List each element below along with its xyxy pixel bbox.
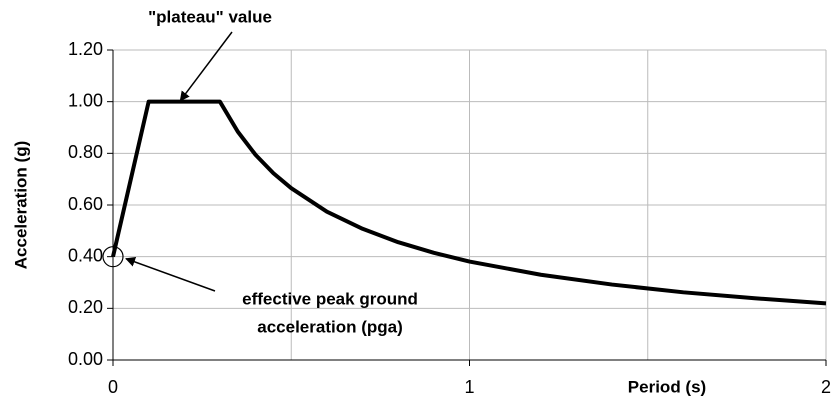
annotation: "plateau" value [148,7,272,26]
y-tick-label: 1.20 [68,39,103,59]
x-tick-label: 0 [108,377,118,397]
y-axis-label: Acceleration (g) [11,141,30,269]
y-tick-label: 0.80 [68,142,103,162]
x-tick-label: 2 [821,377,831,397]
y-tick-label: 0.00 [68,349,103,369]
annotation-arrow [125,257,216,292]
y-tick-label: 0.40 [68,245,103,265]
annotation: effective peak ground [242,289,418,308]
annotation: acceleration (pga) [257,317,403,336]
x-axis-label: Period (s) [628,377,706,396]
y-tick-label: 0.60 [68,194,103,214]
y-tick-label: 1.00 [68,90,103,110]
pga-marker [102,246,124,268]
y-tick-label: 0.20 [68,297,103,317]
line [111,99,827,306]
x-tick-label: 1 [464,377,474,397]
annotation-arrow [179,31,233,102]
